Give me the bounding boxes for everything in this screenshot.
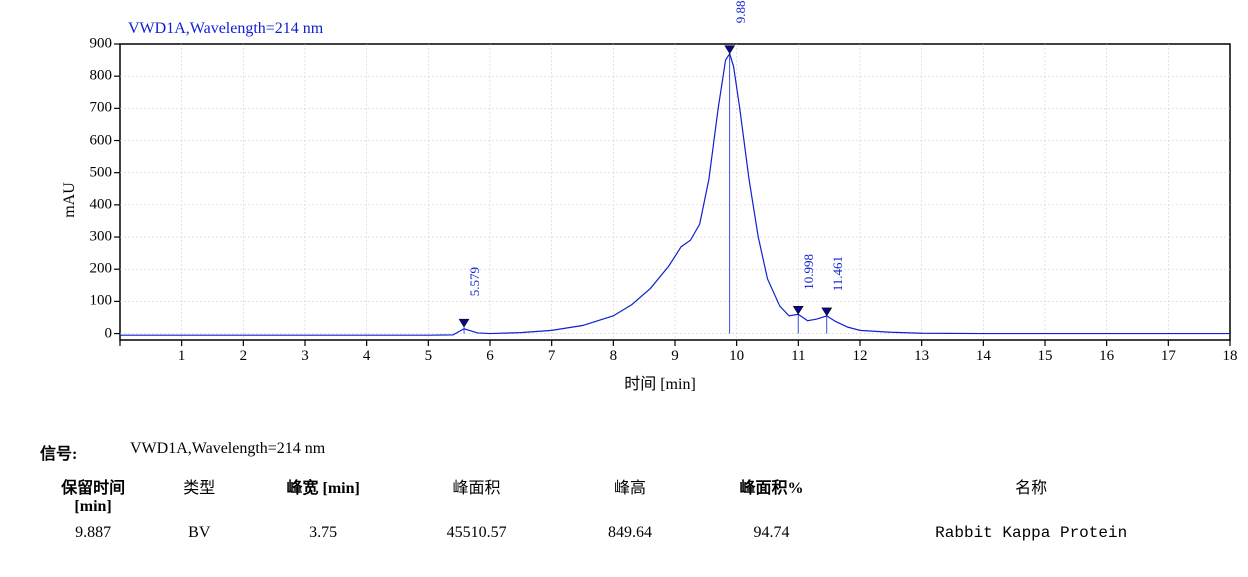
y-tick-label: 100 <box>72 293 112 310</box>
y-tick-label: 300 <box>72 229 112 246</box>
x-tick-label: 2 <box>240 348 248 365</box>
table-row: 9.887BV3.7545510.57849.6494.74Rabbit Kap… <box>40 520 1220 546</box>
x-tick-label: 10 <box>729 348 744 365</box>
x-tick-label: 5 <box>425 348 433 365</box>
peak-label: 5.579 <box>467 267 483 296</box>
x-tick-label: 7 <box>548 348 556 365</box>
cell-ph: 849.64 <box>559 520 701 546</box>
x-tick-label: 17 <box>1161 348 1176 365</box>
x-tick-label: 4 <box>363 348 371 365</box>
y-tick-label: 400 <box>72 196 112 213</box>
x-tick-label: 1 <box>178 348 186 365</box>
x-tick-label: 15 <box>1038 348 1053 365</box>
y-tick-label: 500 <box>72 164 112 181</box>
cell-area: 45510.57 <box>394 520 559 546</box>
signal-label: 信号: <box>40 440 130 464</box>
col-type-header: 类型 <box>146 470 252 520</box>
x-tick-label: 12 <box>853 348 868 365</box>
cell-pw: 3.75 <box>252 520 394 546</box>
table-header-row: 保留时间 [min] 类型 峰宽 [min] 峰面积 峰高 峰面积% 名称 <box>40 470 1220 520</box>
chart-svg <box>40 20 1240 400</box>
col-pw-header: 峰宽 [min] <box>252 470 394 520</box>
y-tick-label: 600 <box>72 132 112 149</box>
x-tick-label: 8 <box>610 348 618 365</box>
signal-value: VWD1A,Wavelength=214 nm <box>130 440 325 464</box>
y-tick-label: 700 <box>72 100 112 117</box>
peak-label: 10.998 <box>801 254 817 290</box>
peak-table: 保留时间 [min] 类型 峰宽 [min] 峰面积 峰高 峰面积% 名称 9.… <box>40 470 1220 546</box>
y-tick-label: 800 <box>72 68 112 85</box>
peak-label: 11.461 <box>830 256 846 291</box>
chromatogram-chart: VWD1A,Wavelength=214 nm mAU 时间 [min] 010… <box>40 20 1240 400</box>
x-tick-label: 18 <box>1223 348 1238 365</box>
col-ph-header: 峰高 <box>559 470 701 520</box>
cell-ap: 94.74 <box>701 520 843 546</box>
y-tick-label: 900 <box>72 36 112 53</box>
y-tick-label: 200 <box>72 261 112 278</box>
x-tick-label: 6 <box>486 348 494 365</box>
x-tick-label: 16 <box>1099 348 1114 365</box>
col-area-header: 峰面积 <box>394 470 559 520</box>
x-tick-label: 14 <box>976 348 991 365</box>
col-ap-header: 峰面积% <box>701 470 843 520</box>
col-rt-header: 保留时间 [min] <box>40 470 146 520</box>
peak-label: 9.887 <box>733 0 749 23</box>
x-tick-label: 9 <box>671 348 679 365</box>
info-block: 信号: VWD1A,Wavelength=214 nm 保留时间 [min] 类… <box>40 440 1220 546</box>
x-axis-label: 时间 [min] <box>624 370 696 394</box>
signal-row: 信号: VWD1A,Wavelength=214 nm <box>40 440 1220 464</box>
cell-type: BV <box>146 520 252 546</box>
y-tick-label: 0 <box>72 325 112 342</box>
cell-name: Rabbit Kappa Protein <box>842 520 1220 546</box>
cell-rt: 9.887 <box>40 520 146 546</box>
col-name-header: 名称 <box>842 470 1220 520</box>
x-tick-label: 11 <box>791 348 805 365</box>
x-tick-label: 13 <box>914 348 929 365</box>
x-tick-label: 3 <box>301 348 309 365</box>
